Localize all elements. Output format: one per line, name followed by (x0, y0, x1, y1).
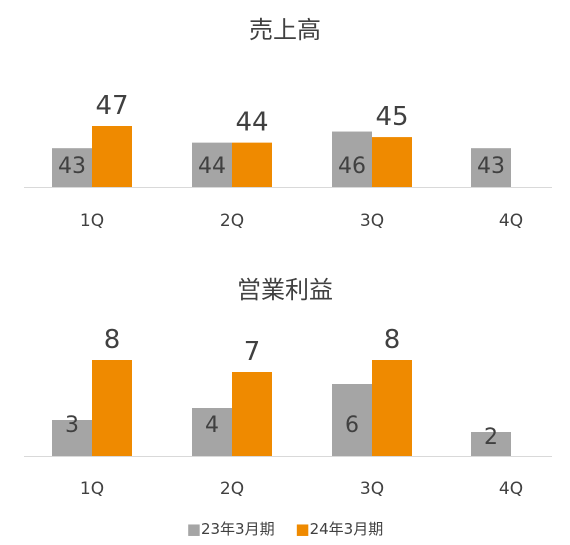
data-label-2-s2-3Q: 8 (384, 325, 401, 355)
data-label-1-s1-3Q: 46 (338, 154, 366, 179)
tick-label-2-4Q: 4Q (499, 479, 523, 499)
tick-label-2-1Q: 1Q (80, 479, 104, 499)
data-label-2-s2-2Q: 7 (244, 337, 261, 367)
data-label-1-s1-2Q: 44 (198, 154, 226, 179)
tick-label-2-2Q: 2Q (220, 479, 244, 499)
legend: ■23年3月期 ■24年3月期 (0, 518, 570, 539)
legend-item-24: ■24年3月期 (295, 518, 383, 539)
bar-2-s2-3Q (372, 360, 412, 456)
data-label-2-s1-3Q: 6 (345, 413, 359, 438)
bar-1-s1-3Q (332, 131, 372, 187)
chart-title-2: 営業利益 (237, 276, 333, 304)
bar-1-s2-2Q (232, 142, 272, 187)
bar-2-s1-4Q (471, 432, 511, 456)
bar-1-s2-1Q (92, 126, 132, 187)
bar-2-s1-1Q (52, 420, 92, 456)
legend-swatch-23: ■ (186, 520, 201, 538)
data-label-1-s2-3Q: 45 (375, 102, 408, 132)
data-label-1-s1-4Q: 43 (477, 154, 505, 179)
data-label-2-s1-2Q: 4 (205, 413, 219, 438)
data-label-1-s2-2Q: 44 (235, 108, 268, 138)
chart-title-1: 売上高 (249, 16, 321, 44)
tick-label-2-3Q: 3Q (360, 479, 384, 499)
data-label-1-s2-1Q: 47 (95, 91, 128, 121)
bar-1-s1-4Q (471, 148, 511, 187)
data-label-2-s1-4Q: 2 (484, 425, 498, 450)
data-label-2-s2-1Q: 8 (104, 325, 121, 355)
tick-label-1-2Q: 2Q (220, 211, 244, 231)
legend-item-23: ■23年3月期 (187, 518, 275, 539)
tick-label-1-1Q: 1Q (80, 211, 104, 231)
data-label-2-s1-1Q: 3 (65, 413, 79, 438)
bar-1-s1-1Q (52, 148, 92, 187)
bar-2-s2-1Q (92, 360, 132, 456)
bar-1-s2-3Q (372, 137, 412, 187)
bar-2-s1-2Q (192, 408, 232, 456)
legend-label-24: ■24年3月期 (295, 520, 384, 538)
bar-1-s1-2Q (192, 142, 232, 187)
bar-2-s2-2Q (232, 372, 272, 456)
tick-label-1-4Q: 4Q (499, 211, 523, 231)
legend-label-23: ■23年3月期 (186, 520, 275, 538)
data-label-1-s1-1Q: 43 (58, 154, 86, 179)
bar-2-s1-3Q (332, 384, 372, 456)
legend-swatch-24: ■ (295, 520, 310, 538)
tick-label-1-3Q: 3Q (360, 211, 384, 231)
